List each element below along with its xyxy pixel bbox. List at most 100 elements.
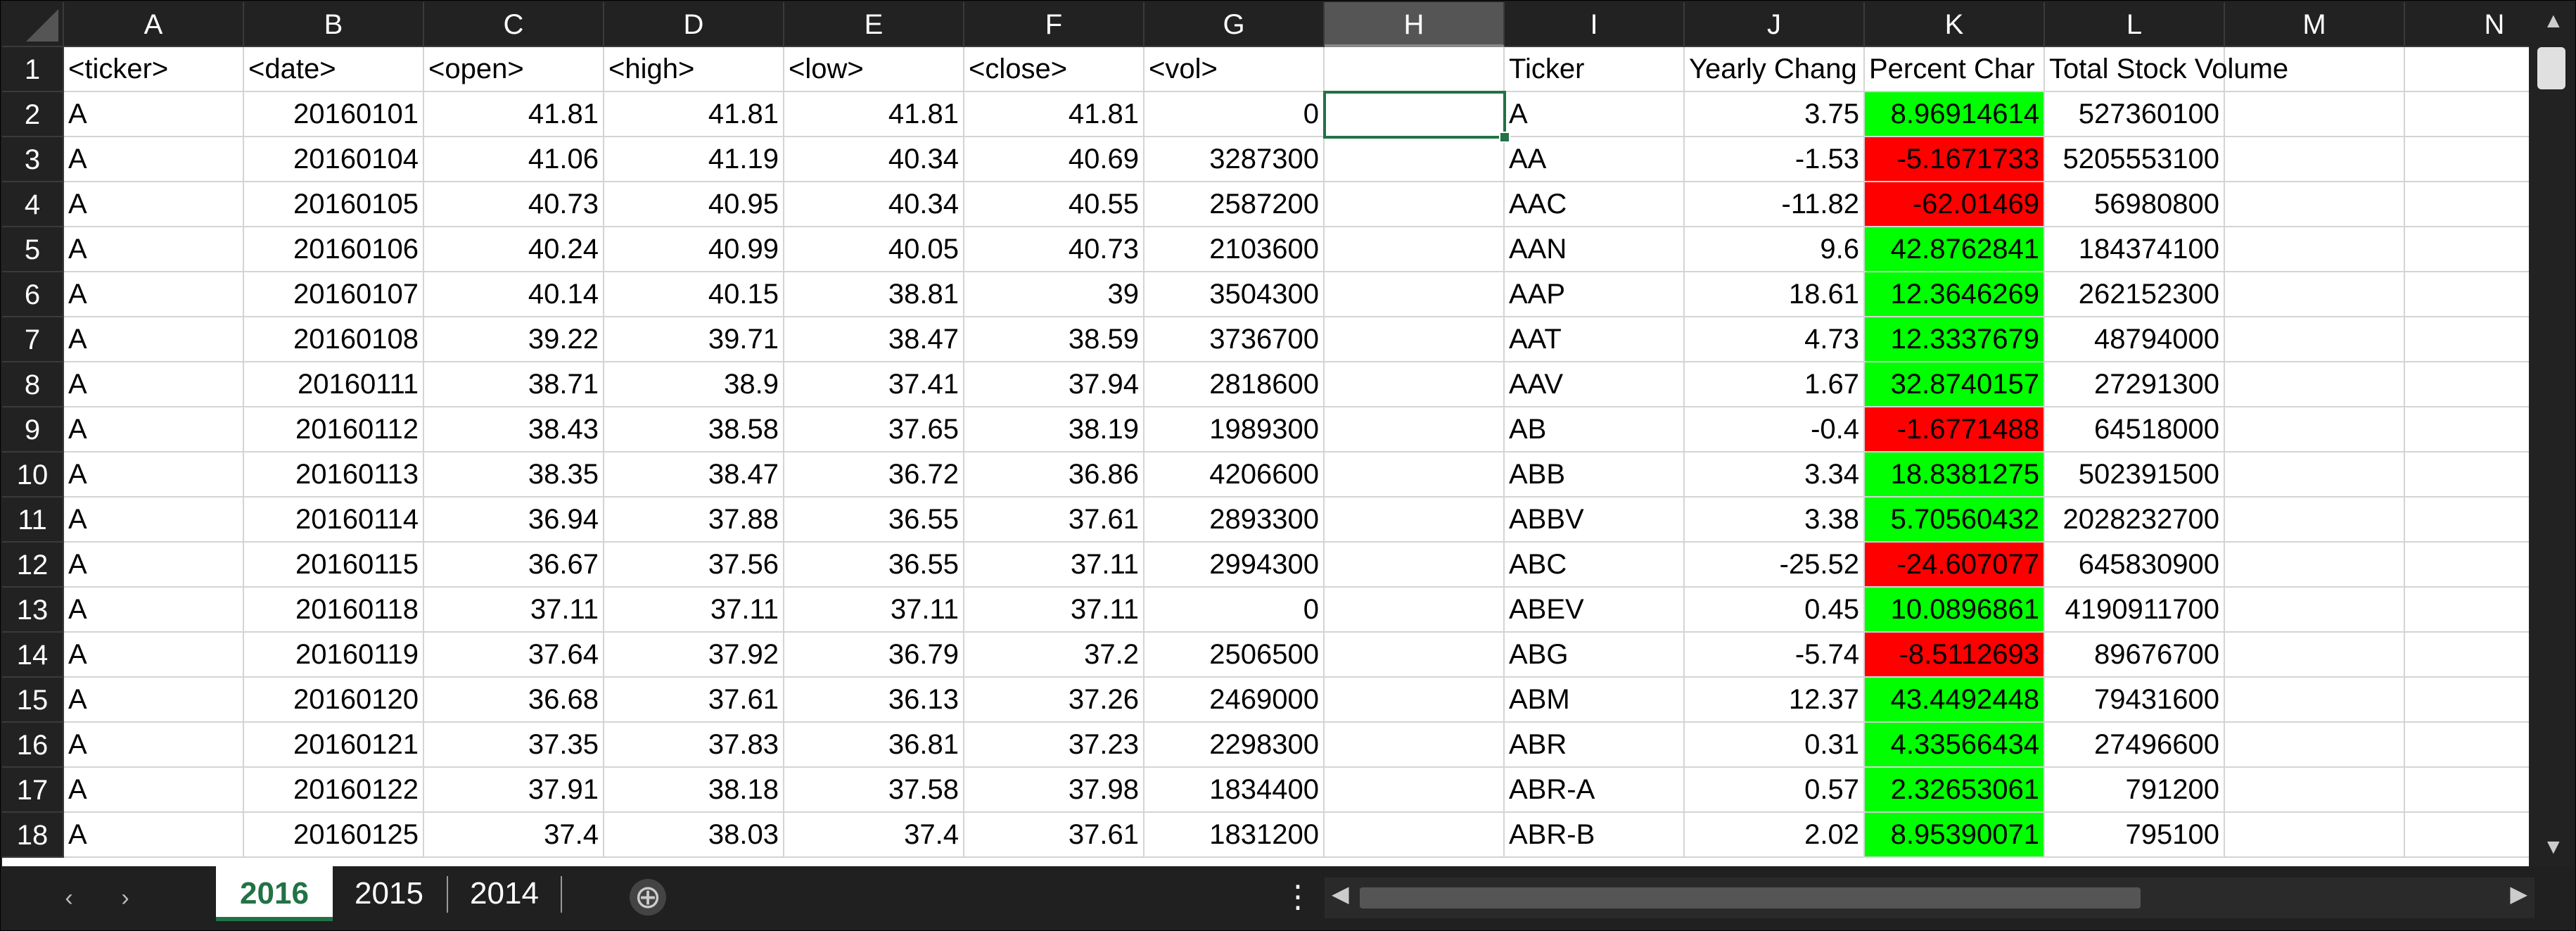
cell-e1[interactable]: <low> [784, 47, 964, 92]
cell-l4[interactable]: 56980800 [2045, 182, 2225, 227]
select-all-corner[interactable] [2, 2, 64, 47]
cell-g3[interactable]: 3287300 [1144, 137, 1325, 182]
horizontal-scroll-thumb[interactable] [1360, 887, 2141, 908]
cell-f18[interactable]: 37.61 [964, 813, 1144, 858]
cell-m14[interactable] [2225, 633, 2405, 678]
cell-k17[interactable]: 2.32653061 [1865, 768, 2045, 813]
cell-l6[interactable]: 262152300 [2045, 272, 2225, 317]
cell-l11[interactable]: 2028232700 [2045, 498, 2225, 543]
row-header-14[interactable]: 14 [2, 633, 64, 678]
row-header-7[interactable]: 7 [2, 317, 64, 362]
cell-d1[interactable]: <high> [604, 47, 784, 92]
cell-j17[interactable]: 0.57 [1685, 768, 1865, 813]
cell-l14[interactable]: 89676700 [2045, 633, 2225, 678]
cell-c1[interactable]: <open> [424, 47, 604, 92]
cell-j14[interactable]: -5.74 [1685, 633, 1865, 678]
cell-n18[interactable] [2405, 813, 2574, 858]
cell-k12[interactable]: -24.607077 [1865, 543, 2045, 588]
cell-e8[interactable]: 37.41 [784, 362, 964, 407]
column-header-g[interactable]: G [1144, 2, 1325, 47]
cell-f2[interactable]: 41.81 [964, 92, 1144, 137]
cell-a18[interactable]: A [64, 813, 244, 858]
cell-l13[interactable]: 4190911700 [2045, 588, 2225, 633]
cell-k9[interactable]: -1.6771488 [1865, 407, 2045, 452]
sheet-tab-2016[interactable]: 2016 [216, 866, 333, 921]
cell-f17[interactable]: 37.98 [964, 768, 1144, 813]
cell-c5[interactable]: 40.24 [424, 227, 604, 272]
cell-i12[interactable]: ABC [1505, 543, 1685, 588]
cell-j12[interactable]: -25.52 [1685, 543, 1865, 588]
cell-a17[interactable]: A [64, 768, 244, 813]
cell-l18[interactable]: 795100 [2045, 813, 2225, 858]
cell-d12[interactable]: 37.56 [604, 543, 784, 588]
cell-l17[interactable]: 791200 [2045, 768, 2225, 813]
cell-f15[interactable]: 37.26 [964, 678, 1144, 723]
vertical-scrollbar[interactable]: ▲ ▼ [2529, 2, 2574, 866]
cell-m1[interactable] [2225, 47, 2405, 92]
cell-g17[interactable]: 1834400 [1144, 768, 1325, 813]
cell-e15[interactable]: 36.13 [784, 678, 964, 723]
cell-d9[interactable]: 38.58 [604, 407, 784, 452]
cell-a16[interactable]: A [64, 723, 244, 768]
cell-h13[interactable] [1325, 588, 1505, 633]
cell-n16[interactable] [2405, 723, 2574, 768]
cell-e10[interactable]: 36.72 [784, 452, 964, 498]
scroll-up-icon[interactable]: ▲ [2543, 9, 2564, 32]
cell-i8[interactable]: AAV [1505, 362, 1685, 407]
cell-h9[interactable] [1325, 407, 1505, 452]
new-sheet-icon[interactable]: ⊕ [630, 879, 666, 916]
cell-e16[interactable]: 36.81 [784, 723, 964, 768]
cell-c16[interactable]: 37.35 [424, 723, 604, 768]
cell-h1[interactable] [1325, 47, 1505, 92]
cell-d4[interactable]: 40.95 [604, 182, 784, 227]
cell-b15[interactable]: 20160120 [244, 678, 424, 723]
cell-d7[interactable]: 39.71 [604, 317, 784, 362]
column-header-a[interactable]: A [64, 2, 244, 47]
cell-m18[interactable] [2225, 813, 2405, 858]
cell-i14[interactable]: ABG [1505, 633, 1685, 678]
cell-h7[interactable] [1325, 317, 1505, 362]
cell-i5[interactable]: AAN [1505, 227, 1685, 272]
cell-b14[interactable]: 20160119 [244, 633, 424, 678]
cell-g14[interactable]: 2506500 [1144, 633, 1325, 678]
cell-f5[interactable]: 40.73 [964, 227, 1144, 272]
cell-h16[interactable] [1325, 723, 1505, 768]
cell-j13[interactable]: 0.45 [1685, 588, 1865, 633]
cell-i11[interactable]: ABBV [1505, 498, 1685, 543]
cell-i1[interactable]: Ticker [1505, 47, 1685, 92]
cell-c18[interactable]: 37.4 [424, 813, 604, 858]
cell-a15[interactable]: A [64, 678, 244, 723]
cell-g11[interactable]: 2893300 [1144, 498, 1325, 543]
scroll-down-icon[interactable]: ▼ [2543, 835, 2564, 859]
cell-i18[interactable]: ABR-B [1505, 813, 1685, 858]
cell-a2[interactable]: A [64, 92, 244, 137]
cell-h4[interactable] [1325, 182, 1505, 227]
row-header-17[interactable]: 17 [2, 768, 64, 813]
cell-h8[interactable] [1325, 362, 1505, 407]
cell-m3[interactable] [2225, 137, 2405, 182]
cell-k11[interactable]: 5.70560432 [1865, 498, 2045, 543]
cell-h14[interactable] [1325, 633, 1505, 678]
cell-c7[interactable]: 39.22 [424, 317, 604, 362]
cell-m7[interactable] [2225, 317, 2405, 362]
column-header-c[interactable]: C [424, 2, 604, 47]
cell-e12[interactable]: 36.55 [784, 543, 964, 588]
scroll-tabs-left-icon[interactable]: ‹ [65, 885, 73, 911]
cell-f9[interactable]: 38.19 [964, 407, 1144, 452]
row-header-3[interactable]: 3 [2, 137, 64, 182]
row-header-9[interactable]: 9 [2, 407, 64, 452]
row-header-4[interactable]: 4 [2, 182, 64, 227]
cell-a8[interactable]: A [64, 362, 244, 407]
cell-m2[interactable] [2225, 92, 2405, 137]
cell-l9[interactable]: 64518000 [2045, 407, 2225, 452]
cell-f12[interactable]: 37.11 [964, 543, 1144, 588]
column-header-i[interactable]: I [1505, 2, 1685, 47]
horizontal-scrollbar[interactable]: ◀ ▶ [1325, 878, 2534, 918]
cell-e4[interactable]: 40.34 [784, 182, 964, 227]
cell-k14[interactable]: -8.5112693 [1865, 633, 2045, 678]
row-header-8[interactable]: 8 [2, 362, 64, 407]
cell-n10[interactable] [2405, 452, 2574, 498]
cell-e11[interactable]: 36.55 [784, 498, 964, 543]
cell-m12[interactable] [2225, 543, 2405, 588]
cell-l8[interactable]: 27291300 [2045, 362, 2225, 407]
